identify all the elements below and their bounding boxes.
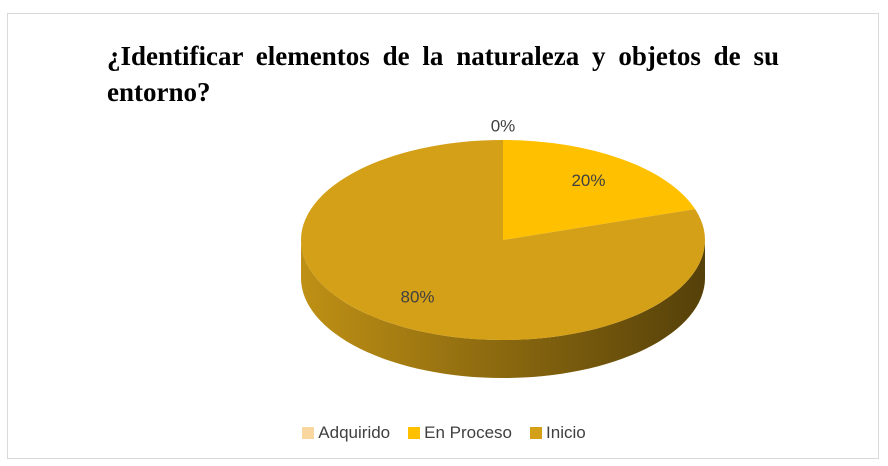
chart-title: ¿Identificar elementos de la naturaleza … xyxy=(107,41,779,107)
legend-swatch xyxy=(302,427,315,439)
chart-frame xyxy=(7,13,879,459)
legend-swatch xyxy=(408,427,421,439)
pie-side-shade xyxy=(301,240,705,378)
legend-label: Inicio xyxy=(546,423,586,442)
legend-swatch xyxy=(530,427,543,439)
pie-slice xyxy=(301,140,705,340)
data-label: 80% xyxy=(400,288,434,307)
pie-slice xyxy=(503,140,696,240)
data-label: 0% xyxy=(491,116,516,135)
legend: Adquirido En Proceso Inicio xyxy=(0,423,888,443)
legend-label: Adquirido xyxy=(318,423,391,442)
legend-item: En Proceso xyxy=(408,423,512,443)
legend-item: Adquirido xyxy=(302,423,390,443)
data-label: 20% xyxy=(571,171,605,190)
legend-label: En Proceso xyxy=(424,423,513,442)
legend-item: Inicio xyxy=(530,423,586,443)
